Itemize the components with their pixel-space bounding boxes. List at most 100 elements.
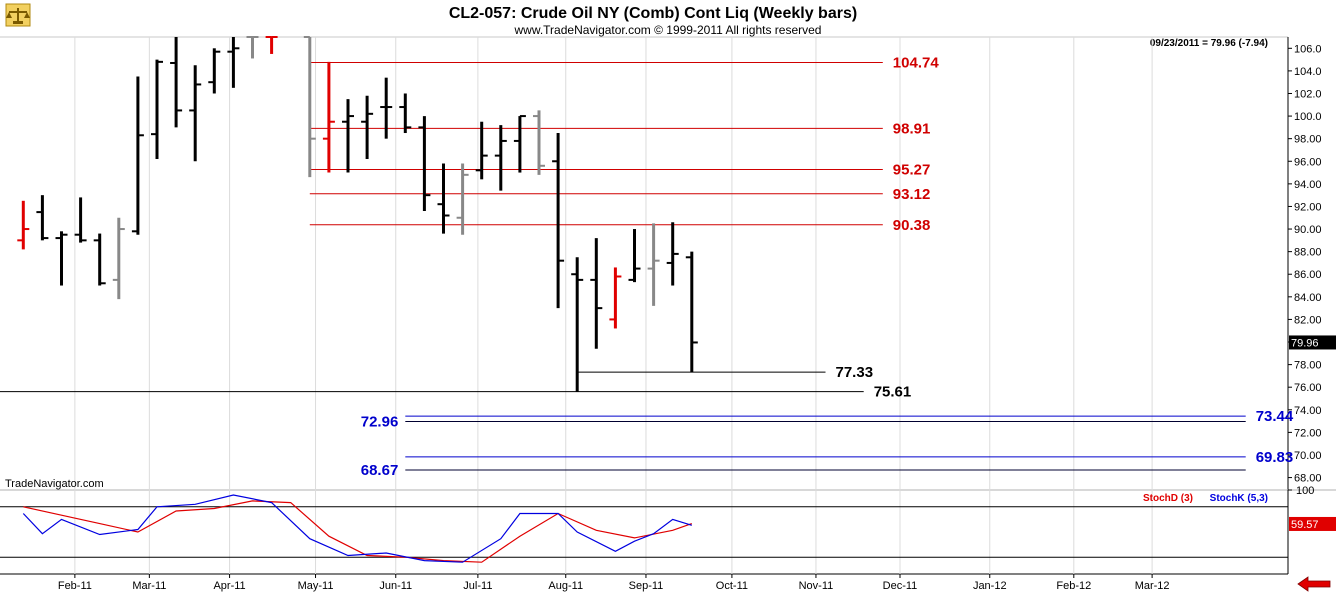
y-tick-label: 102.0 xyxy=(1294,88,1322,100)
projection-low-label: 68.67 xyxy=(361,462,399,479)
stochk-line xyxy=(22,494,692,563)
ohlc-bar xyxy=(208,48,221,94)
scroll-left-button[interactable] xyxy=(1297,576,1331,592)
x-tick-label: Nov-11 xyxy=(799,580,834,592)
legend-stochd: StochD (3) xyxy=(1143,493,1193,504)
ohlc-bar xyxy=(418,116,431,211)
x-tick-label: Jun-11 xyxy=(379,580,412,592)
x-tick-label: Jul-11 xyxy=(463,580,492,592)
x-tick-label: Sep-11 xyxy=(629,580,664,592)
ohlc-bar xyxy=(151,59,163,160)
y-tick-label: 70.00 xyxy=(1294,450,1322,462)
x-tick-label: May-11 xyxy=(298,580,334,592)
ohlc-bar xyxy=(494,125,507,191)
ohlc-bar xyxy=(456,163,469,235)
y-tick-label: 98.00 xyxy=(1294,134,1322,146)
price-bars xyxy=(17,36,698,392)
scales-logo-icon xyxy=(5,3,31,27)
stoch-last-box xyxy=(1289,516,1336,531)
ohlc-bar xyxy=(131,76,144,235)
legend-stochk: StochK (5,3) xyxy=(1210,493,1268,504)
last-price-label: 79.96 xyxy=(1291,337,1319,349)
ohlc-bar xyxy=(399,93,412,134)
ohlc-bar xyxy=(609,267,622,329)
stochastic-lines xyxy=(22,494,692,563)
ohlc-bar xyxy=(112,217,125,300)
y-tick-label: 78.00 xyxy=(1294,360,1322,372)
ohlc-bar xyxy=(55,231,68,286)
ohlc-bar xyxy=(647,223,660,306)
x-tick-label: Jan-12 xyxy=(973,580,1007,592)
y-tick-label: 82.00 xyxy=(1294,314,1322,326)
ohlc-bar xyxy=(685,251,698,373)
level-label: 98.91 xyxy=(893,120,931,137)
x-tick-label: Feb-11 xyxy=(58,580,92,592)
level-label: 93.12 xyxy=(893,186,931,203)
ohlc-bar xyxy=(533,110,545,175)
ohlc-bar xyxy=(475,121,488,180)
stochastic-axis: 100 59.57 xyxy=(1288,485,1336,531)
ohlc-bar xyxy=(93,233,106,286)
level-label: 104.74 xyxy=(893,55,940,72)
x-tick-label: Oct-11 xyxy=(716,580,748,592)
last-price-box xyxy=(1289,335,1336,350)
x-tick-label: Feb-12 xyxy=(1056,580,1091,592)
logo xyxy=(5,3,31,27)
y-tick-label: 72.00 xyxy=(1294,427,1322,439)
stochd-line xyxy=(23,500,692,563)
x-tick-label: Mar-11 xyxy=(132,580,166,592)
ohlc-bar xyxy=(590,238,603,349)
ohlc-bar xyxy=(322,61,335,173)
stochastic-panel xyxy=(0,490,1289,575)
y-tick-label: 96.00 xyxy=(1294,156,1322,168)
month-gridlines xyxy=(74,37,1153,574)
ohlc-bar xyxy=(74,197,87,243)
x-tick-label: Mar-12 xyxy=(1135,580,1170,592)
y-tick-label: 74.00 xyxy=(1294,405,1322,417)
stoch-tick-label: 100 xyxy=(1296,485,1314,497)
ohlc-bar xyxy=(170,37,183,128)
level-label: 75.61 xyxy=(874,384,912,401)
y-tick-label: 92.00 xyxy=(1294,201,1322,213)
y-tick-label: 68.00 xyxy=(1294,473,1322,485)
ohlc-bar xyxy=(265,36,278,54)
y-tick-label: 76.00 xyxy=(1294,382,1322,394)
ohlc-bar xyxy=(380,77,393,139)
ohlc-bar xyxy=(437,163,450,234)
ohlc-bar xyxy=(571,257,584,392)
level-label: 90.38 xyxy=(893,217,931,234)
y-tick-label: 88.00 xyxy=(1294,247,1322,259)
projection-high-label: 73.44 xyxy=(1256,408,1294,425)
left-arrow-icon xyxy=(1297,576,1331,592)
ohlc-bar xyxy=(227,37,240,88)
projection-low-label: 72.96 xyxy=(361,414,399,431)
ohlc-bar xyxy=(342,99,354,173)
ohlc-bar xyxy=(361,95,374,160)
ohlc-bar xyxy=(628,229,641,283)
y-tick-label: 84.00 xyxy=(1294,292,1322,304)
ohlc-bar xyxy=(666,222,679,286)
x-tick-label: Dec-11 xyxy=(883,580,918,592)
y-tick-label: 100.0 xyxy=(1294,111,1322,123)
ohlc-bar xyxy=(552,133,565,309)
ohlc-bar xyxy=(189,65,202,162)
y-tick-label: 106.0 xyxy=(1294,43,1322,55)
chart-title: CL2-057: Crude Oil NY (Comb) Cont Liq (W… xyxy=(449,5,857,22)
ohlc-bar xyxy=(246,36,259,59)
y-tick-label: 104.0 xyxy=(1294,66,1322,78)
y-tick-label: 94.00 xyxy=(1294,179,1322,191)
price-axis: 68.0070.0072.0074.0076.0078.0080.0082.00… xyxy=(1288,43,1322,485)
ohlc-bar xyxy=(36,195,49,241)
projection-lines: 72.96 73.44 68.67 69.83 xyxy=(361,408,1294,479)
projection-high-label: 69.83 xyxy=(1256,449,1294,466)
ohlc-bar xyxy=(17,200,30,250)
level-label: 95.27 xyxy=(893,162,931,179)
time-axis: Feb-11 Mar-11 Apr-11 May-11 Jun-11 Jul-11 Aug-… xyxy=(58,574,1170,592)
last-price-marker: 79.96 xyxy=(1289,335,1336,350)
y-tick-label: 86.00 xyxy=(1294,269,1322,281)
watermark: TradeNavigator.com xyxy=(5,478,104,490)
level-label: 77.33 xyxy=(836,364,874,381)
x-tick-label: Apr-11 xyxy=(213,580,245,592)
